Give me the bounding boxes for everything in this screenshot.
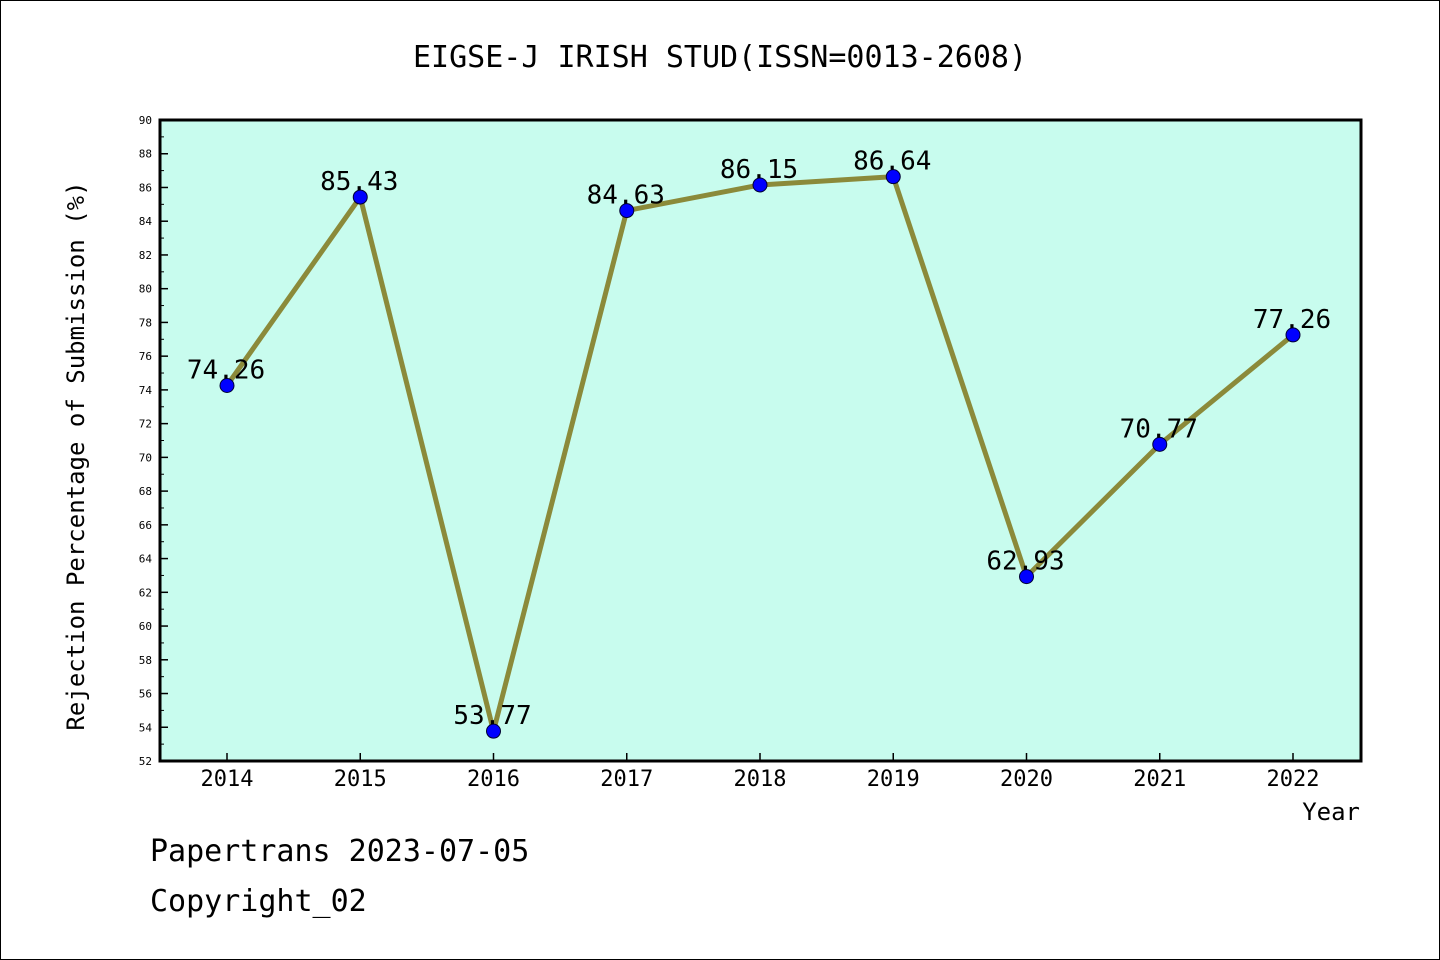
data-labels: 74.26 85.43 53.77 84.63 86.15 86.64 62.93 70.77… (187, 147, 1331, 731)
data-point (352, 189, 368, 205)
data-label: 74.26 (187, 356, 265, 386)
y-tick-label: 60 (139, 620, 152, 633)
y-tick-label: 90 (139, 114, 152, 127)
y-tick-label: 68 (139, 485, 152, 498)
y-axis: 52 54 56 58 60 62 64 66 68 70 72 74 76 78 80 82 84 86 88 90 (139, 114, 168, 768)
x-tick-label: 2018 (734, 767, 787, 792)
y-tick-label: 72 (139, 418, 152, 431)
footer-copyright: Copyright_02 (150, 884, 367, 919)
data-point (1285, 327, 1301, 343)
x-tick-label: 2020 (1000, 767, 1053, 792)
data-point (1019, 569, 1034, 585)
data-markers (219, 169, 1301, 739)
x-tick-label: 2022 (1267, 767, 1320, 792)
x-tick-label: 2016 (467, 767, 520, 792)
footer-date: Papertrans 2023-07-05 (150, 834, 530, 869)
x-tick-label: 2021 (1133, 767, 1186, 792)
data-point (619, 203, 635, 219)
y-tick-label: 84 (139, 215, 153, 228)
data-label: 86.15 (720, 155, 798, 185)
y-tick-label: 62 (139, 586, 152, 599)
data-label: 62.93 (986, 547, 1064, 577)
y-tick-label: 76 (139, 350, 152, 363)
y-tick-label: 88 (139, 148, 152, 161)
y-tick-label: 82 (139, 249, 152, 262)
data-point (1152, 436, 1168, 452)
x-tick-label: 2015 (334, 767, 387, 792)
x-tick-label: 2014 (201, 767, 254, 792)
x-tick-label: 2019 (867, 767, 920, 792)
data-label: 70.77 (1120, 414, 1198, 444)
y-tick-label: 52 (139, 755, 152, 768)
data-point (486, 723, 501, 739)
x-tick-label: 2017 (600, 767, 653, 792)
y-tick-label: 70 (139, 451, 152, 464)
y-tick-label: 54 (139, 721, 153, 734)
y-tick-label: 74 (139, 384, 153, 397)
y-tick-label: 78 (139, 316, 152, 329)
data-label: 84.63 (587, 181, 665, 211)
x-axis: 2014 2015 2016 2017 2018 2019 2020 2021 2022 (201, 753, 1320, 792)
data-label: 85.43 (320, 167, 398, 197)
y-tick-label: 56 (139, 688, 152, 701)
y-tick-label: 86 (139, 181, 152, 194)
y-axis-label: Rejection Percentage of Submission (%) (62, 181, 90, 730)
y-tick-label: 64 (139, 553, 153, 566)
data-point (752, 177, 768, 193)
data-point (885, 169, 901, 185)
chart-title: EIGSE-J IRISH STUD(ISSN=0013-2608) (413, 40, 1027, 75)
y-tick-label: 80 (139, 283, 152, 296)
data-label: 53.77 (453, 701, 531, 731)
data-point (219, 378, 235, 394)
y-tick-label: 58 (139, 654, 152, 667)
data-label: 86.64 (853, 147, 931, 177)
x-axis-label: Year (1302, 798, 1360, 826)
y-tick-label: 66 (139, 519, 152, 532)
data-label: 77.26 (1253, 305, 1331, 335)
